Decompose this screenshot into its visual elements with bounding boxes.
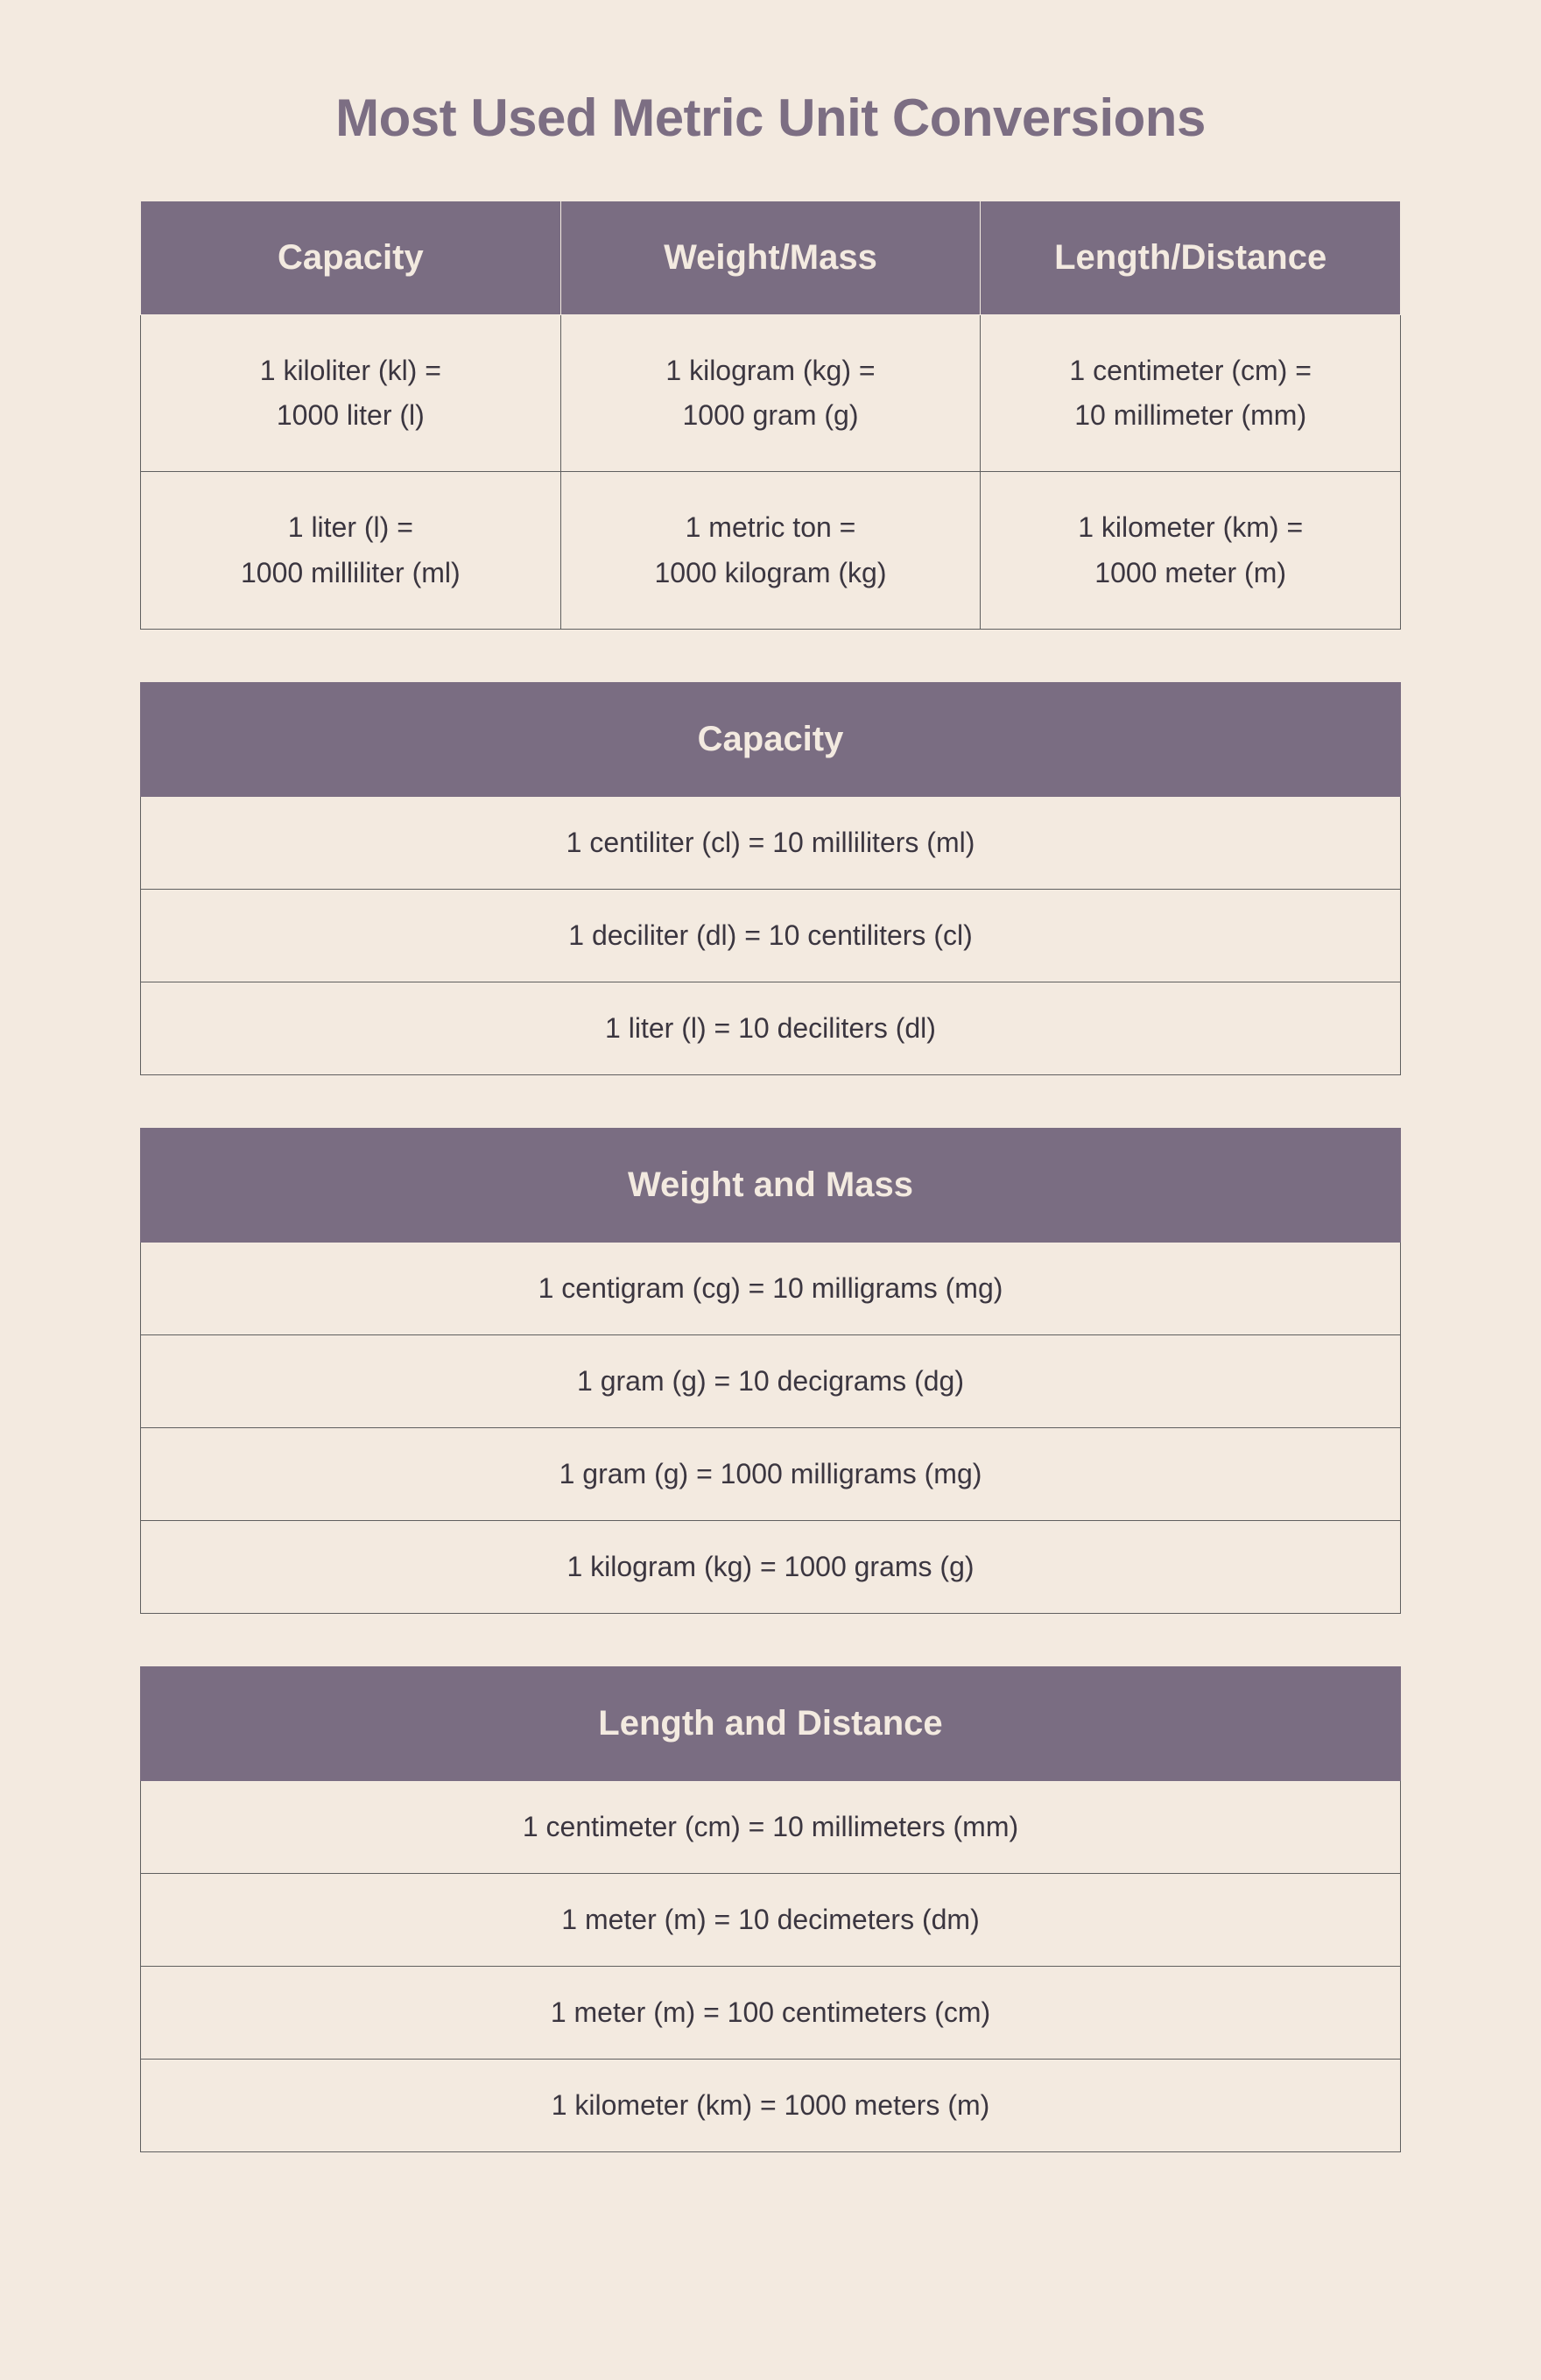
section-header-length: Length and Distance — [141, 1666, 1401, 1780]
conversion-cell: 1 liter (l) = 10 deciliters (dl) — [141, 982, 1401, 1074]
cell-weight-1: 1 metric ton = 1000 kilogram (kg) — [560, 472, 981, 629]
table-row: 1 gram (g) = 1000 milligrams (mg) — [141, 1427, 1401, 1520]
cell-capacity-0: 1 kiloliter (kl) = 1000 liter (l) — [141, 315, 561, 472]
cell-line: 1000 gram (g) — [579, 393, 963, 438]
cell-length-1: 1 kilometer (km) = 1000 meter (m) — [981, 472, 1401, 629]
table-row: 1 kiloliter (kl) = 1000 liter (l) 1 kilo… — [141, 315, 1401, 472]
conversion-cell: 1 gram (g) = 10 decigrams (dg) — [141, 1334, 1401, 1427]
table-row: 1 meter (m) = 10 decimeters (dm) — [141, 1873, 1401, 1966]
cell-line: 10 millimeter (mm) — [998, 393, 1383, 438]
conversion-cell: 1 meter (m) = 100 centimeters (cm) — [141, 1966, 1401, 2059]
conversion-cell: 1 kilogram (kg) = 1000 grams (g) — [141, 1520, 1401, 1613]
capacity-section: Capacity 1 centiliter (cl) = 10 millilit… — [140, 682, 1401, 1075]
page-title: Most Used Metric Unit Conversions — [140, 88, 1401, 148]
cell-line: 1 liter (l) = — [158, 505, 543, 550]
col-header-weight: Weight/Mass — [560, 201, 981, 315]
table-row: 1 centimeter (cm) = 10 millimeters (mm) — [141, 1780, 1401, 1873]
main-table-section: Capacity Weight/Mass Length/Distance 1 k… — [140, 201, 1401, 630]
conversion-cell: 1 centigram (cg) = 10 milligrams (mg) — [141, 1242, 1401, 1334]
conversion-cell: 1 deciliter (dl) = 10 centiliters (cl) — [141, 889, 1401, 982]
table-row: 1 meter (m) = 100 centimeters (cm) — [141, 1966, 1401, 2059]
length-section: Length and Distance 1 centimeter (cm) = … — [140, 1666, 1401, 2152]
conversion-cell: 1 meter (m) = 10 decimeters (dm) — [141, 1873, 1401, 1966]
cell-line: 1000 liter (l) — [158, 393, 543, 438]
cell-capacity-1: 1 liter (l) = 1000 milliliter (ml) — [141, 472, 561, 629]
conversion-cell: 1 centiliter (cl) = 10 milliliters (ml) — [141, 796, 1401, 889]
cell-line: 1 centimeter (cm) = — [998, 349, 1383, 393]
section-header-capacity: Capacity — [141, 682, 1401, 796]
conversion-cell: 1 centimeter (cm) = 10 millimeters (mm) — [141, 1780, 1401, 1873]
weight-table: Weight and Mass 1 centigram (cg) = 10 mi… — [140, 1128, 1401, 1614]
cell-line: 1000 meter (m) — [998, 551, 1383, 595]
cell-line: 1000 kilogram (kg) — [579, 551, 963, 595]
cell-line: 1 metric ton = — [579, 505, 963, 550]
cell-line: 1 kilometer (km) = — [998, 505, 1383, 550]
cell-line: 1000 milliliter (ml) — [158, 551, 543, 595]
table-row: 1 gram (g) = 10 decigrams (dg) — [141, 1334, 1401, 1427]
table-row: 1 centiliter (cl) = 10 milliliters (ml) — [141, 796, 1401, 889]
weight-section: Weight and Mass 1 centigram (cg) = 10 mi… — [140, 1128, 1401, 1614]
table-row: 1 liter (l) = 1000 milliliter (ml) 1 met… — [141, 472, 1401, 629]
capacity-table: Capacity 1 centiliter (cl) = 10 millilit… — [140, 682, 1401, 1075]
cell-line: 1 kiloliter (kl) = — [158, 349, 543, 393]
table-row: 1 centigram (cg) = 10 milligrams (mg) — [141, 1242, 1401, 1334]
main-table: Capacity Weight/Mass Length/Distance 1 k… — [140, 201, 1401, 630]
col-header-capacity: Capacity — [141, 201, 561, 315]
table-row: 1 liter (l) = 10 deciliters (dl) — [141, 982, 1401, 1074]
section-header-weight: Weight and Mass — [141, 1128, 1401, 1242]
conversion-cell: 1 gram (g) = 1000 milligrams (mg) — [141, 1427, 1401, 1520]
cell-length-0: 1 centimeter (cm) = 10 millimeter (mm) — [981, 315, 1401, 472]
table-row: 1 kilogram (kg) = 1000 grams (g) — [141, 1520, 1401, 1613]
cell-weight-0: 1 kilogram (kg) = 1000 gram (g) — [560, 315, 981, 472]
table-row: 1 kilometer (km) = 1000 meters (m) — [141, 2059, 1401, 2151]
cell-line: 1 kilogram (kg) = — [579, 349, 963, 393]
conversion-cell: 1 kilometer (km) = 1000 meters (m) — [141, 2059, 1401, 2151]
col-header-length: Length/Distance — [981, 201, 1401, 315]
table-row: 1 deciliter (dl) = 10 centiliters (cl) — [141, 889, 1401, 982]
length-table: Length and Distance 1 centimeter (cm) = … — [140, 1666, 1401, 2152]
